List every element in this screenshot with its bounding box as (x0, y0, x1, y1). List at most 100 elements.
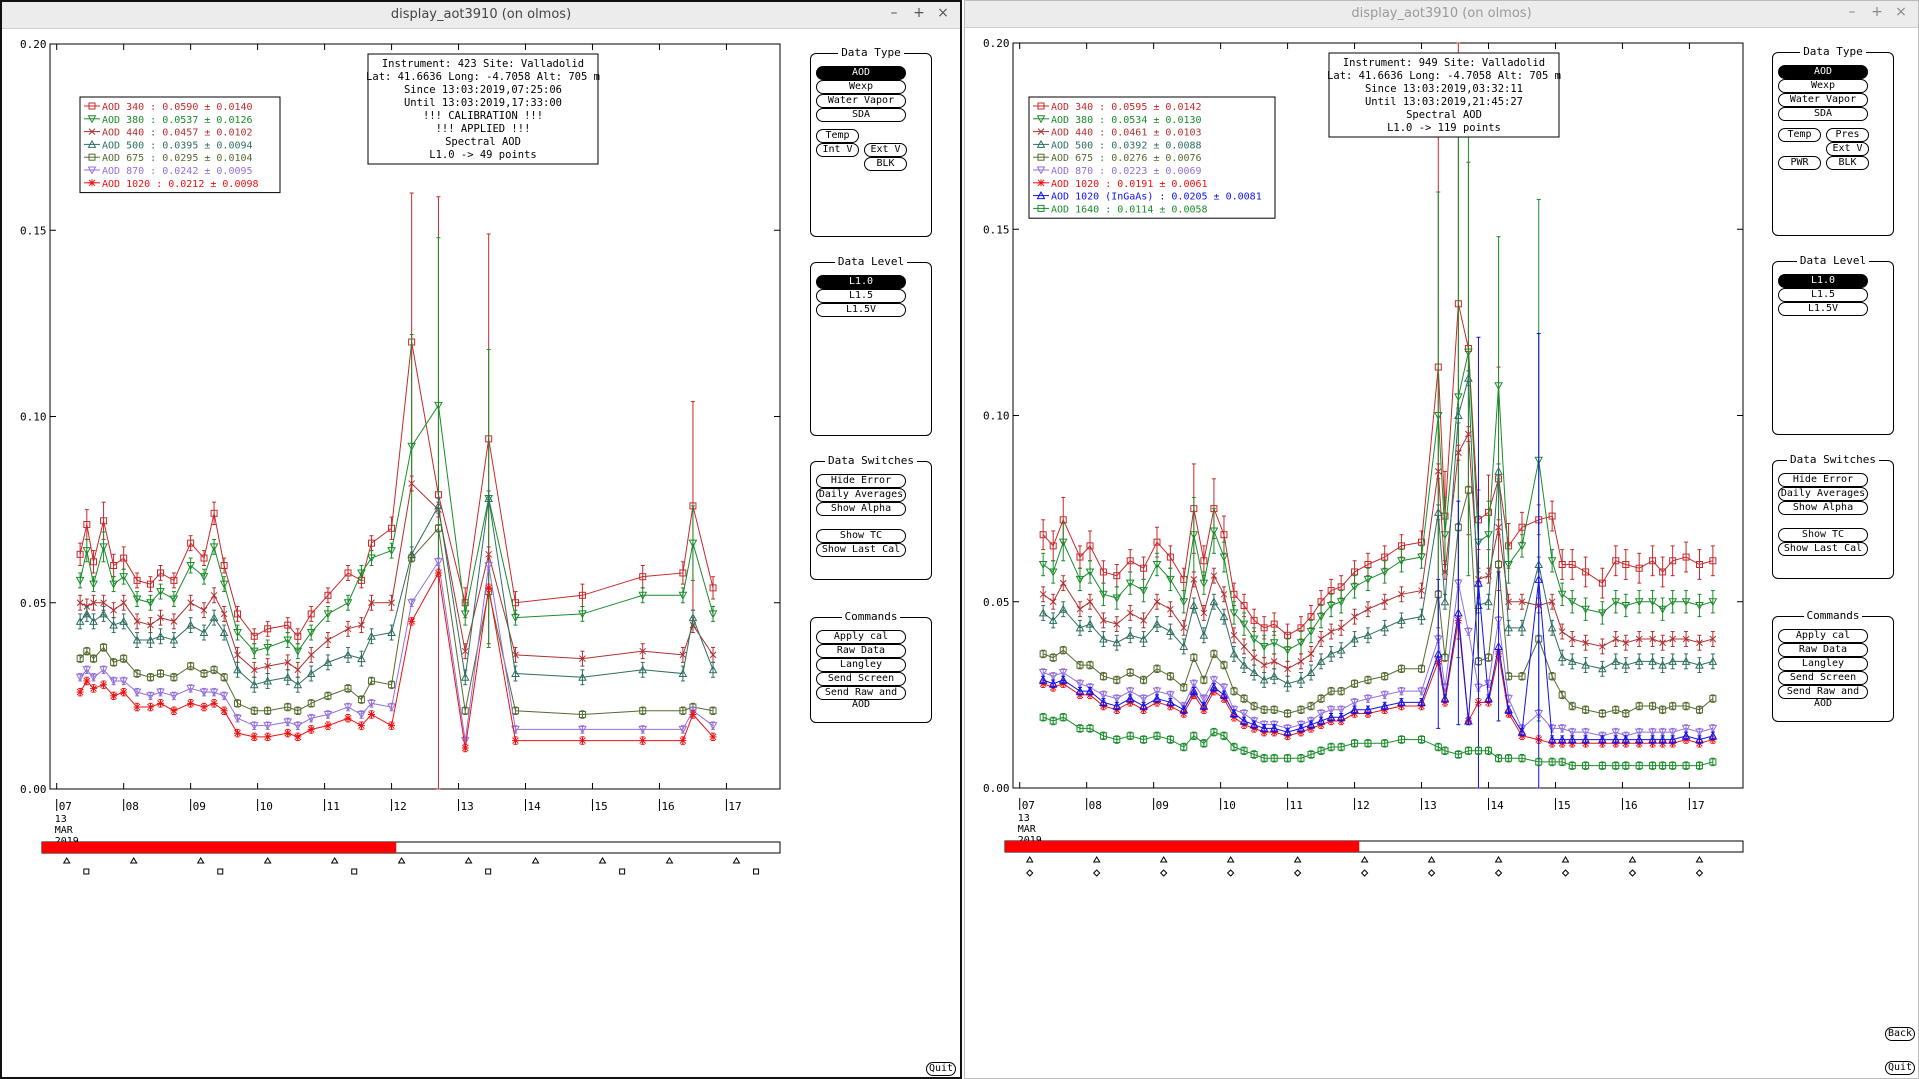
data-point (344, 684, 352, 692)
data-point (263, 722, 272, 731)
send-screen-button[interactable]: Send Screen (1778, 671, 1868, 685)
daily-averages-button[interactable]: Daily Averages (1778, 487, 1868, 501)
data-point (1327, 628, 1335, 635)
data-point (90, 599, 97, 607)
close-icon[interactable]: × (1895, 4, 1907, 20)
quit-button[interactable]: Quit (1885, 1061, 1915, 1075)
l1-0-button[interactable]: L1.0 (1778, 274, 1868, 288)
langley-button[interactable]: Langley (1778, 657, 1868, 671)
minimize-icon[interactable]: – (890, 5, 898, 21)
back-button[interactable]: Back (1885, 1027, 1915, 1041)
data-point (1464, 348, 1473, 357)
data-point (209, 688, 219, 697)
show-alpha-button[interactable]: Show Alpha (816, 502, 906, 516)
show-tc-button[interactable]: Show TC (816, 529, 906, 543)
water-vapor-button[interactable]: Water Vapor (816, 94, 906, 108)
daily-averages-button[interactable]: Daily Averages (816, 488, 906, 502)
data-point (307, 651, 315, 659)
data-point (1317, 695, 1325, 703)
data-point (461, 647, 469, 655)
data-point (1058, 538, 1068, 547)
panel-title: Commands (1803, 609, 1863, 622)
l1-5-button[interactable]: L1.5 (1778, 288, 1868, 302)
pwr-button[interactable]: PWR (1778, 156, 1821, 170)
show-last-cal-button[interactable]: Show Last Cal (1778, 542, 1868, 556)
l1-5v-button[interactable]: L1.5V (1778, 302, 1868, 316)
quit-button[interactable]: Quit (926, 1062, 956, 1076)
data-point (1494, 641, 1503, 650)
data-point (511, 614, 520, 623)
maximize-icon[interactable]: + (1871, 4, 1883, 20)
x-tick-label: 16 (1624, 799, 1637, 812)
l1-0-button[interactable]: L1.0 (816, 275, 906, 289)
data-point (1581, 735, 1590, 744)
data-point (1380, 691, 1390, 700)
blk-button[interactable]: BLK (1826, 156, 1869, 170)
aod-button[interactable]: AOD (1778, 65, 1868, 79)
data-point (1381, 553, 1389, 561)
timeline-marker (217, 868, 224, 875)
title-bar[interactable]: display_aot3910 (on olmos) – + × (965, 1, 1918, 28)
raw-data-button[interactable]: Raw Data (1778, 643, 1868, 657)
sda-button[interactable]: SDA (1778, 107, 1868, 121)
hide-error-bars-button[interactable]: Hide Error Bars (816, 474, 906, 498)
show-last-cal-button[interactable]: Show Last Cal (816, 543, 906, 557)
timeline-marker (1494, 856, 1503, 863)
data-point (1220, 531, 1228, 539)
send-screen-button[interactable]: Send Screen (816, 672, 906, 686)
data-point (578, 711, 586, 718)
l1-5-button[interactable]: L1.5 (816, 289, 906, 303)
apply-cal-button[interactable]: Apply cal (1778, 629, 1868, 643)
send-raw-and-aod-button[interactable]: Send Raw and AOD (816, 686, 906, 710)
data-point (1039, 531, 1047, 539)
data-point (220, 707, 228, 715)
water-vapor-button[interactable]: Water Vapor (1778, 93, 1868, 107)
window-left: display_aot3910 (on olmos) – + × 0.00 0.0… (0, 0, 962, 1079)
langley-button[interactable]: Langley (816, 658, 906, 672)
info-line: Instrument: 949 Site: Valladolid (1343, 57, 1545, 69)
data-point (1433, 507, 1443, 516)
timeline-marker (1494, 869, 1503, 877)
sda-button[interactable]: SDA (816, 108, 906, 122)
l1-5v-button[interactable]: L1.5V (816, 303, 906, 317)
title-bar[interactable]: display_aot3910 (on olmos) – + × (2, 2, 960, 29)
pres-button[interactable]: Pres (1826, 128, 1869, 142)
raw-data-button[interactable]: Raw Data (816, 644, 906, 658)
data-point (76, 655, 84, 663)
data-point (1036, 166, 1046, 175)
data-point (88, 102, 96, 110)
timeline-marker (1628, 869, 1637, 877)
minimize-icon[interactable]: – (1848, 4, 1856, 20)
temp-button[interactable]: Temp (816, 129, 859, 143)
data-point (1229, 609, 1239, 618)
data-point (1039, 590, 1047, 598)
data-point (306, 668, 316, 678)
temp-button[interactable]: Temp (1778, 128, 1821, 142)
legend-series-stat: : 0.0223 ± 0.0069 (1099, 166, 1201, 177)
data-point (1249, 667, 1259, 677)
show-tc-button[interactable]: Show TC (1778, 528, 1868, 542)
send-raw-and-aod-button[interactable]: Send Raw and AOD (1778, 685, 1868, 709)
data-point (1518, 754, 1526, 762)
ext-v-button[interactable]: Ext V (864, 143, 907, 157)
data-point (1317, 598, 1325, 606)
blk-button[interactable]: BLK (864, 157, 907, 171)
ext-v-button[interactable]: Ext V (1826, 142, 1869, 156)
data-point (200, 606, 208, 614)
aod-button[interactable]: AOD (816, 66, 906, 80)
data-point (186, 620, 195, 629)
data-point (1326, 649, 1336, 658)
wexp-button[interactable]: Wexp (1778, 79, 1868, 93)
show-alpha-button[interactable]: Show Alpha (1778, 501, 1868, 515)
data-point (434, 501, 443, 510)
apply-cal-button[interactable]: Apply cal (816, 630, 906, 644)
maximize-icon[interactable]: + (913, 5, 925, 21)
data-point (90, 655, 98, 663)
data-point (1099, 697, 1108, 706)
data-point (1316, 613, 1326, 622)
data-point (709, 733, 717, 741)
int-v-button[interactable]: Int V (816, 143, 859, 157)
close-icon[interactable]: × (937, 5, 949, 21)
hide-error-bars-button[interactable]: Hide Error Bars (1778, 473, 1868, 497)
wexp-button[interactable]: Wexp (816, 80, 906, 94)
